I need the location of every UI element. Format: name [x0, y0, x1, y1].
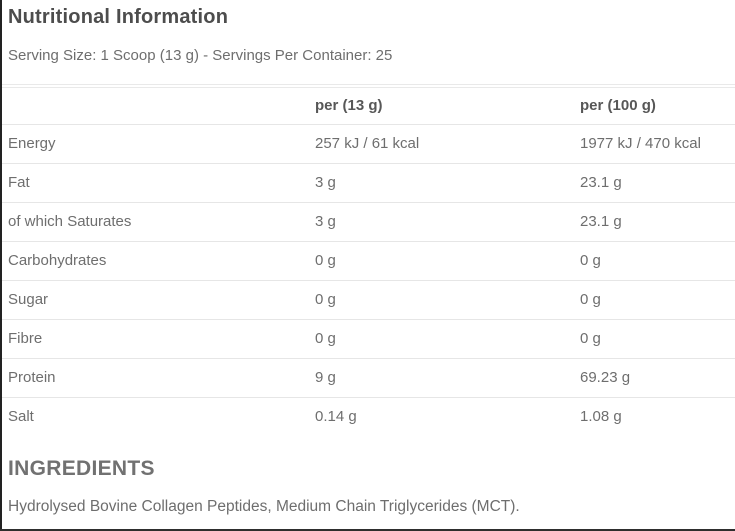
nutrition-table: per (13 g) per (100 g) Energy 257 kJ / 6… [0, 87, 735, 436]
value-per-100g: 0 g [580, 280, 735, 320]
section-divider [0, 84, 735, 85]
nutrient-label: Carbohydrates [0, 241, 315, 281]
column-header-per-100g: per (100 g) [580, 87, 735, 125]
bottom-edge-line [0, 529, 735, 531]
value-per-13g: 0.14 g [315, 408, 357, 425]
value-per-100g: 69.23 g [580, 358, 735, 398]
nutrient-label: Salt [8, 408, 34, 425]
table-header-row: per (13 g) per (100 g) [0, 87, 735, 125]
table-row: Fat 3 g 23.1 g [0, 163, 735, 203]
table-row: Protein 9 g 69.23 g [0, 358, 735, 398]
table-row: Fibre 0 g 0 g [0, 319, 735, 359]
table-row: Carbohydrates 0 g 0 g [0, 241, 735, 281]
ingredients-text: Hydrolysed Bovine Collagen Peptides, Med… [8, 498, 520, 515]
value-per-100g: 1977 kJ / 470 kcal [580, 124, 735, 164]
value-per-13g: 0 g [315, 319, 580, 359]
value-per-13g: 0 g [315, 280, 580, 320]
column-header-nutrient [0, 87, 315, 125]
table-row: Energy 257 kJ / 61 kcal 1977 kJ / 470 kc… [0, 124, 735, 164]
value-per-100g: 1.08 g [580, 408, 622, 425]
serving-size-info: Serving Size: 1 Scoop (13 g) - Servings … [8, 47, 393, 64]
table-row: Salt 0.14 g 1.08 g [0, 398, 735, 437]
nutrient-label: Sugar [0, 280, 315, 320]
value-per-100g: 0 g [580, 319, 735, 359]
value-per-13g: 3 g [315, 202, 580, 242]
value-per-100g: 0 g [580, 241, 735, 281]
value-per-13g: 0 g [315, 241, 580, 281]
value-per-13g: 257 kJ / 61 kcal [315, 124, 580, 164]
nutrient-label: Protein [0, 358, 315, 398]
column-header-per-13g: per (13 g) [315, 87, 580, 125]
nutrient-label: Fat [0, 163, 315, 203]
value-per-13g: 3 g [315, 163, 580, 203]
value-per-100g: 23.1 g [580, 202, 735, 242]
table-row: of which Saturates 3 g 23.1 g [0, 202, 735, 242]
nutrient-label: Energy [0, 124, 315, 164]
table-row: Sugar 0 g 0 g [0, 280, 735, 320]
nutrient-label: of which Saturates [0, 202, 315, 242]
ingredients-heading: INGREDIENTS [8, 457, 155, 480]
value-per-100g: 23.1 g [580, 163, 735, 203]
value-per-13g: 9 g [315, 358, 580, 398]
nutrient-label: Fibre [0, 319, 315, 359]
page-title: Nutritional Information [8, 6, 229, 28]
left-edge-line [0, 0, 2, 531]
